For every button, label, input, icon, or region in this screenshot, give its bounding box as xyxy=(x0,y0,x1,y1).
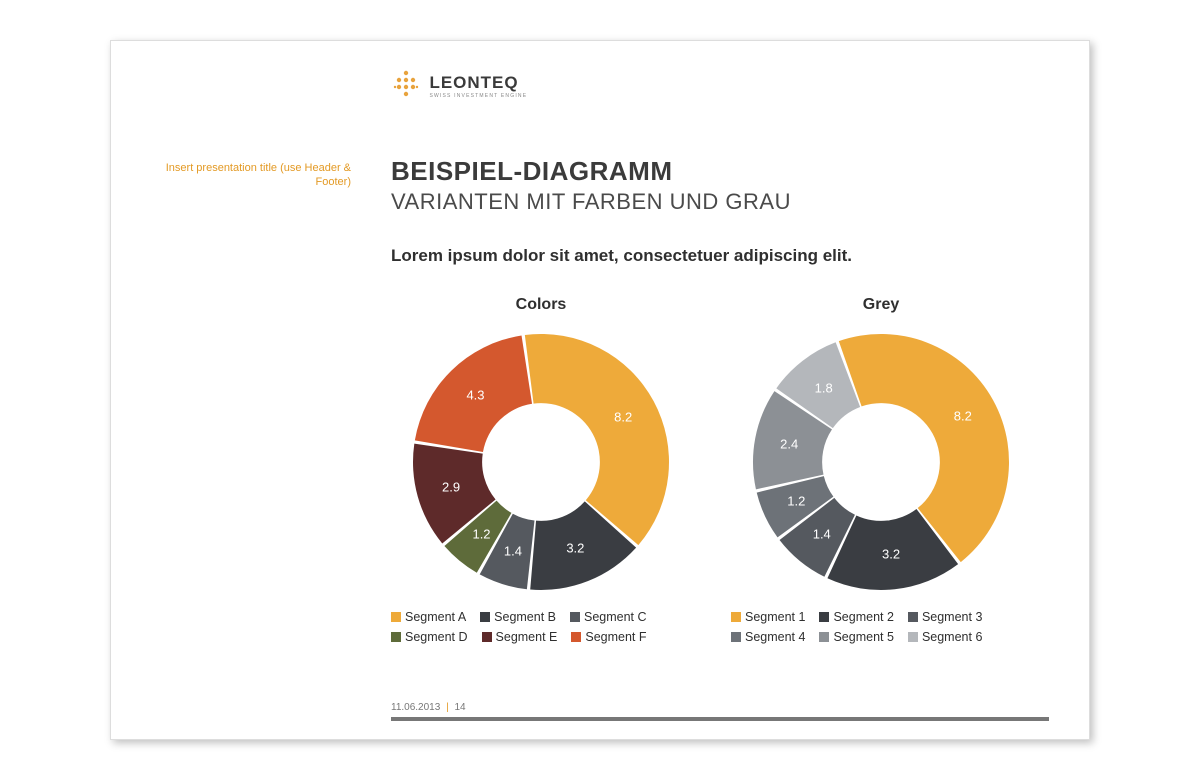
grey-slice-label: 1.2 xyxy=(787,493,805,508)
legend-swatch xyxy=(908,632,918,642)
footer-separator: | xyxy=(446,702,449,713)
colors-legend-item: Segment A xyxy=(391,610,466,624)
grey-legend-item: Segment 6 xyxy=(908,630,982,644)
footer-rule xyxy=(391,717,1049,721)
grey-legend-item: Segment 4 xyxy=(731,630,805,644)
chart-grey: Grey 8.23.21.41.22.41.8 Segment 1Segment… xyxy=(731,296,1031,644)
grey-slice-label: 2.4 xyxy=(780,437,798,452)
colors-slice-label: 8.2 xyxy=(614,410,632,425)
grey-slice-label: 1.4 xyxy=(813,526,831,541)
charts-row: Colors 8.23.21.41.22.94.3 Segment ASegme… xyxy=(391,296,1029,644)
slide-subtitle: VARIANTEN MIT FARBEN UND GRAU xyxy=(391,189,791,215)
donut-grey: 8.2 3.2 1.4 1.2 2.4 1.8 xyxy=(751,332,1011,592)
presentation-title-hint: Insert presentation title (use Header & … xyxy=(151,161,351,190)
colors-slice-label: 2.9 xyxy=(442,479,460,494)
legend-swatch xyxy=(819,632,829,642)
brand-logo: LEONTEQ SWISS INVESTMENT ENGINE xyxy=(391,69,527,104)
legend-swatch xyxy=(570,612,580,622)
logo-name: LEONTEQ xyxy=(429,73,527,93)
legend-label: Segment E xyxy=(496,630,558,644)
legend-swatch xyxy=(391,632,401,642)
legend-swatch xyxy=(731,632,741,642)
chart-colors-title: Colors xyxy=(516,296,567,314)
grey-slice-label: 8.2 xyxy=(954,409,972,424)
legend-label: Segment 6 xyxy=(922,630,982,644)
legend-swatch xyxy=(391,612,401,622)
colors-slice-label: 4.3 xyxy=(466,387,484,402)
legend-label: Segment D xyxy=(405,630,468,644)
logo-tagline: SWISS INVESTMENT ENGINE xyxy=(429,93,527,99)
legend-grey: Segment 1 Segment 2 Segment 3 Segment 4 Segm… xyxy=(731,610,1031,644)
colors-legend-item: Segment D xyxy=(391,630,468,644)
footer-page: 14 xyxy=(454,702,465,713)
donut-colors: 8.2 3.2 1.4 1.2 2.9 4.3 xyxy=(411,332,671,592)
legend-colors: Segment A Segment B Segment C Segment D Segm… xyxy=(391,610,691,644)
legend-label: Segment 2 xyxy=(833,610,893,624)
legend-label: Segment B xyxy=(494,610,556,624)
colors-slice-label: 1.2 xyxy=(472,526,490,541)
legend-label: Segment 3 xyxy=(922,610,982,624)
colors-slice-label: 3.2 xyxy=(566,541,584,556)
grey-legend-item: Segment 1 xyxy=(731,610,805,624)
colors-legend-item: Segment B xyxy=(480,610,556,624)
legend-label: Segment 4 xyxy=(745,630,805,644)
colors-slice-label: 1.4 xyxy=(504,543,522,558)
legend-swatch xyxy=(480,612,490,622)
colors-legend-item: Segment F xyxy=(571,630,646,644)
chart-grey-title: Grey xyxy=(863,296,899,314)
grey-slice-label: 3.2 xyxy=(882,547,900,562)
legend-label: Segment A xyxy=(405,610,466,624)
footer-text: 11.06.2013 | 14 xyxy=(391,702,1049,713)
legend-swatch xyxy=(571,632,581,642)
grey-slice-label: 1.8 xyxy=(815,380,833,395)
slide-body-text: Lorem ipsum dolor sit amet, consectetuer… xyxy=(391,246,852,266)
slide-title: BEISPIEL-DIAGRAMM xyxy=(391,156,791,187)
legend-label: Segment 1 xyxy=(745,610,805,624)
legend-swatch xyxy=(908,612,918,622)
footer-date: 11.06.2013 xyxy=(391,702,440,713)
grey-legend-item: Segment 3 xyxy=(908,610,982,624)
slide-footer: 11.06.2013 | 14 xyxy=(391,702,1049,721)
slide: LEONTEQ SWISS INVESTMENT ENGINE Insert p… xyxy=(110,40,1090,740)
slide-titles: BEISPIEL-DIAGRAMM VARIANTEN MIT FARBEN U… xyxy=(391,156,791,215)
legend-swatch xyxy=(731,612,741,622)
grey-legend-item: Segment 5 xyxy=(819,630,893,644)
chart-colors: Colors 8.23.21.41.22.94.3 Segment ASegme… xyxy=(391,296,691,644)
grey-legend-item: Segment 2 xyxy=(819,610,893,624)
leonteq-logo-icon xyxy=(391,69,421,104)
legend-swatch xyxy=(482,632,492,642)
legend-label: Segment C xyxy=(584,610,647,624)
legend-label: Segment 5 xyxy=(833,630,893,644)
colors-legend-item: Segment C xyxy=(570,610,647,624)
legend-label: Segment F xyxy=(585,630,646,644)
legend-swatch xyxy=(819,612,829,622)
colors-legend-item: Segment E xyxy=(482,630,558,644)
